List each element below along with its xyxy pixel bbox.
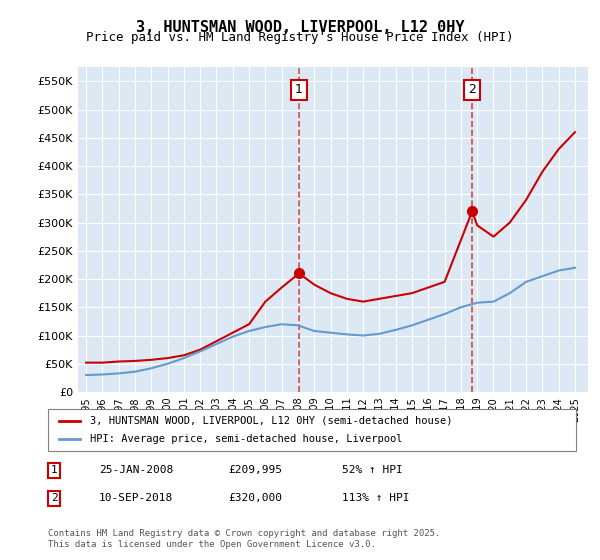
Text: 10-SEP-2018: 10-SEP-2018 bbox=[99, 493, 173, 503]
Text: £320,000: £320,000 bbox=[228, 493, 282, 503]
Text: 25-JAN-2008: 25-JAN-2008 bbox=[99, 465, 173, 475]
FancyBboxPatch shape bbox=[48, 409, 576, 451]
Text: 52% ↑ HPI: 52% ↑ HPI bbox=[342, 465, 403, 475]
Text: 2: 2 bbox=[468, 83, 476, 96]
Text: £209,995: £209,995 bbox=[228, 465, 282, 475]
Text: HPI: Average price, semi-detached house, Liverpool: HPI: Average price, semi-detached house,… bbox=[90, 434, 403, 444]
Text: 113% ↑ HPI: 113% ↑ HPI bbox=[342, 493, 409, 503]
Text: Price paid vs. HM Land Registry's House Price Index (HPI): Price paid vs. HM Land Registry's House … bbox=[86, 31, 514, 44]
Text: Contains HM Land Registry data © Crown copyright and database right 2025.
This d: Contains HM Land Registry data © Crown c… bbox=[48, 529, 440, 549]
Text: 1: 1 bbox=[50, 465, 58, 475]
Text: 2: 2 bbox=[50, 493, 58, 503]
Text: 3, HUNTSMAN WOOD, LIVERPOOL, L12 0HY (semi-detached house): 3, HUNTSMAN WOOD, LIVERPOOL, L12 0HY (se… bbox=[90, 416, 453, 426]
Text: 1: 1 bbox=[295, 83, 303, 96]
Text: 3, HUNTSMAN WOOD, LIVERPOOL, L12 0HY: 3, HUNTSMAN WOOD, LIVERPOOL, L12 0HY bbox=[136, 20, 464, 35]
